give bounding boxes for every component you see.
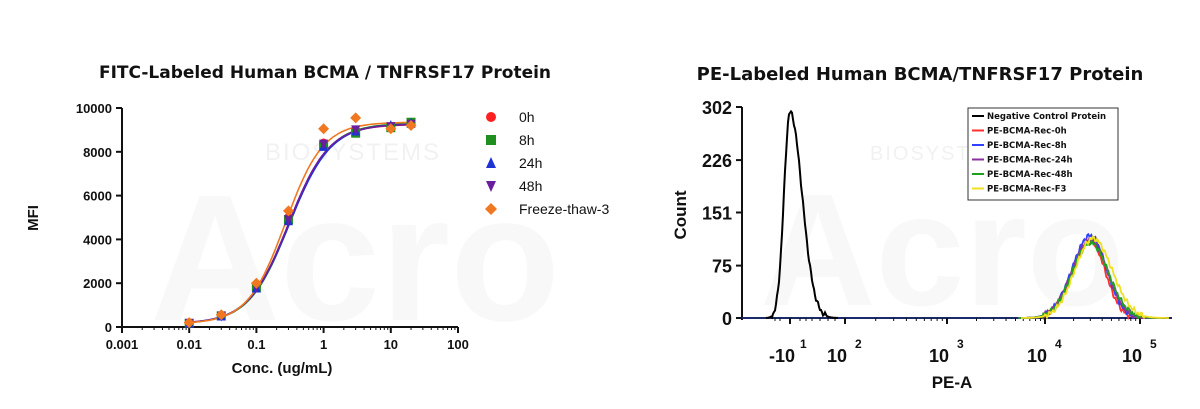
chart2-x-tick-exponent: 2 [855, 337, 862, 351]
dose-response-chart: FITC-Labeled Human BCMA / TNFRSF17 Prote… [25, 63, 609, 377]
chart1-legend-label: 24h [519, 155, 542, 171]
chart1-legend-label: 8h [519, 132, 535, 148]
chart2-y-tick-label: 151 [702, 204, 732, 224]
chart2-x-tick-base: 10 [929, 346, 949, 366]
chart2-legend-box [967, 107, 1119, 201]
chart1-y-tick-label: 8000 [83, 145, 112, 160]
chart1-y-tick-label: 4000 [83, 232, 112, 247]
watermark-left: Acro [150, 158, 560, 359]
chart1-x-tick-label: 10 [384, 337, 398, 352]
chart2-legend-label: PE-BCMA-Rec-24h [987, 156, 1073, 166]
chart1-point-48h [351, 125, 361, 136]
chart1-fit-curve-freeze-thaw-3 [189, 121, 411, 324]
chart1-y-axis-label: MFI [25, 205, 42, 231]
chart1-point-48h [283, 215, 293, 226]
chart2-x-tick-base: 10 [1122, 346, 1142, 366]
chart1-point-freeze-thaw-3 [318, 123, 330, 135]
chart2-x-tick-exponent: 4 [1055, 337, 1062, 351]
chart1-legend-label: 48h [519, 178, 542, 194]
chart1-y-tick-label: 10000 [76, 101, 112, 116]
chart2-x-tick-exponent: 5 [1150, 337, 1157, 351]
chart2-histogram-negative-control-protein [766, 109, 838, 320]
chart2-x-axis-label: PE-A [932, 373, 973, 392]
chart2-legend-label: PE-BCMA-Rec-F3 [987, 185, 1067, 195]
chart2-histogram-pe-bcma-rec-f3 [1021, 234, 1169, 320]
chart1-y-tick-label: 6000 [83, 189, 112, 204]
chart2-legend-label: Negative Control Protein [987, 112, 1106, 122]
chart2-x-tick-exponent: 3 [957, 337, 964, 351]
chart1-point-freeze-thaw-3 [282, 205, 294, 217]
chart2-histograms [766, 109, 1169, 321]
chart1-y-tick-label: 0 [105, 320, 112, 335]
chart2-y-tick-label: 75 [712, 257, 732, 277]
chart1-axes: 0 2000 4000 6000 8000 10000 0.001 0.01 0.1 1 10 100 [76, 101, 469, 352]
chart1-y-tick-label: 2000 [83, 276, 112, 291]
chart1-title: FITC-Labeled Human BCMA / TNFRSF17 Prote… [99, 63, 551, 83]
chart2-x-tick-exponent: 1 [800, 337, 807, 351]
chart2-y-tick-label: 226 [702, 151, 732, 171]
chart2-legend-label: PE-BCMA-Rec-0h [987, 127, 1067, 137]
chart2-axes: 0 75 151 226 302 -10 1 10 2 10 3 10 4 10 5 [702, 98, 1172, 366]
chart2-y-tick-label: 302 [702, 98, 732, 118]
chart2-legend-label: PE-BCMA-Rec-8h [987, 141, 1067, 151]
chart1-data-points [183, 112, 417, 329]
chart1-legend-marker [486, 181, 496, 192]
chart1-legend-label: Freeze-thaw-3 [519, 201, 609, 217]
chart2-y-tick-label: 0 [722, 309, 732, 329]
chart1-point-48h [319, 139, 329, 150]
chart2-x-tick-base: -10 [769, 346, 795, 366]
chart1-point-freeze-thaw-3 [385, 123, 397, 135]
watermark-left-sub: BIOSYSTEMS [265, 139, 441, 166]
chart1-x-tick-label: 100 [447, 337, 469, 352]
chart1-legend-marker [486, 135, 496, 145]
chart1-point-freeze-thaw-3 [250, 277, 262, 289]
chart1-x-tick-label: 1 [320, 337, 327, 352]
chart1-point-freeze-thaw-3 [405, 120, 417, 132]
chart1-x-axis-label: Conc. (ug/mL) [232, 360, 333, 377]
chart1-point-freeze-thaw-3 [183, 317, 195, 329]
chart1-x-tick-label: 0.1 [247, 337, 265, 352]
chart2-y-axis-label: Count [671, 190, 690, 239]
chart1-legend-marker [485, 203, 497, 215]
chart1-legend-marker [486, 112, 496, 122]
chart1-point-freeze-thaw-3 [350, 112, 362, 124]
chart1-legend-label: 0h [519, 109, 535, 125]
chart2-x-tick-base: 10 [827, 346, 847, 366]
chart2-legend: Negative Control Protein PE-BCMA-Rec-0h PE… [967, 107, 1119, 201]
chart1-point-freeze-thaw-3 [215, 309, 227, 321]
chart2-title: PE-Labeled Human BCMA/TNFRSF17 Protein [697, 64, 1144, 85]
chart1-legend: 0h 8h 24h 48h Freeze-thaw-3 [485, 109, 609, 217]
chart1-x-tick-label: 0.01 [177, 337, 202, 352]
flow-histogram-chart: PE-Labeled Human BCMA/TNFRSF17 Protein 0… [671, 64, 1172, 392]
chart2-legend-label: PE-BCMA-Rec-48h [987, 170, 1073, 180]
chart1-x-tick-label: 0.001 [106, 337, 139, 352]
chart2-x-tick-base: 10 [1027, 346, 1047, 366]
chart1-legend-marker [486, 157, 496, 168]
